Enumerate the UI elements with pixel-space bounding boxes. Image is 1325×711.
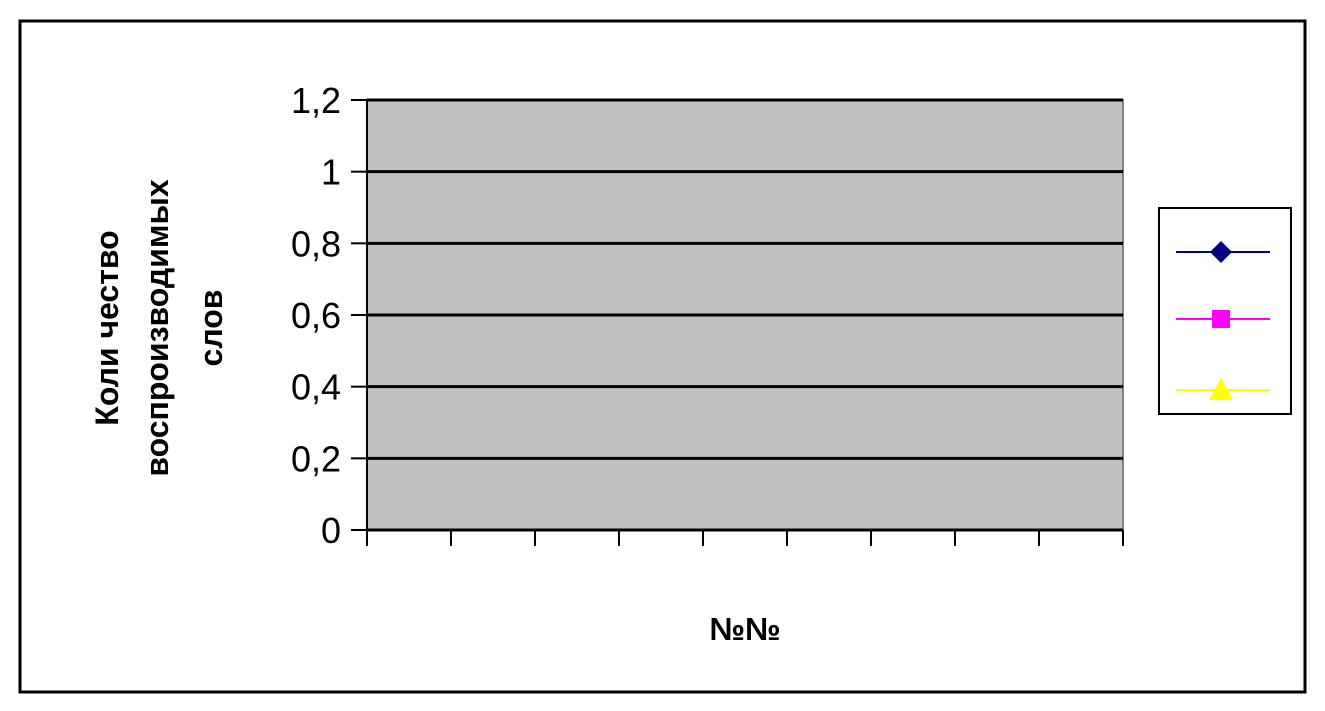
- y-tick-label: 0,8: [291, 223, 341, 264]
- legend-entry: [1176, 241, 1270, 263]
- diamond-marker-icon: [1210, 241, 1232, 263]
- y-axis-title: Коли чество воспроизводимых слов: [89, 179, 229, 477]
- y-axis-title-line: слов: [193, 290, 229, 367]
- x-axis: [366, 528, 1124, 546]
- legend: [1158, 207, 1292, 415]
- y-axis: 0 0,2 0,4 0,6 0,8 1 1,2: [291, 80, 368, 551]
- square-marker-icon: [1212, 310, 1230, 328]
- gridlines: [367, 98, 1123, 460]
- y-tick-label: 0,6: [291, 295, 341, 336]
- y-axis-title-line: Коли чество: [89, 230, 125, 425]
- y-tick-label: 0,4: [291, 367, 341, 408]
- y-tick-label: 1: [321, 152, 341, 193]
- x-axis-title: №№: [709, 611, 780, 647]
- y-tick-label: 1,2: [291, 80, 341, 121]
- legend-entry: [1176, 378, 1270, 400]
- y-tick-label: 0: [321, 510, 341, 551]
- y-axis-title-line: воспроизводимых: [139, 179, 175, 477]
- y-tick-label: 0,2: [291, 438, 341, 479]
- legend-entry: [1176, 310, 1270, 328]
- triangle-marker-icon: [1209, 378, 1233, 400]
